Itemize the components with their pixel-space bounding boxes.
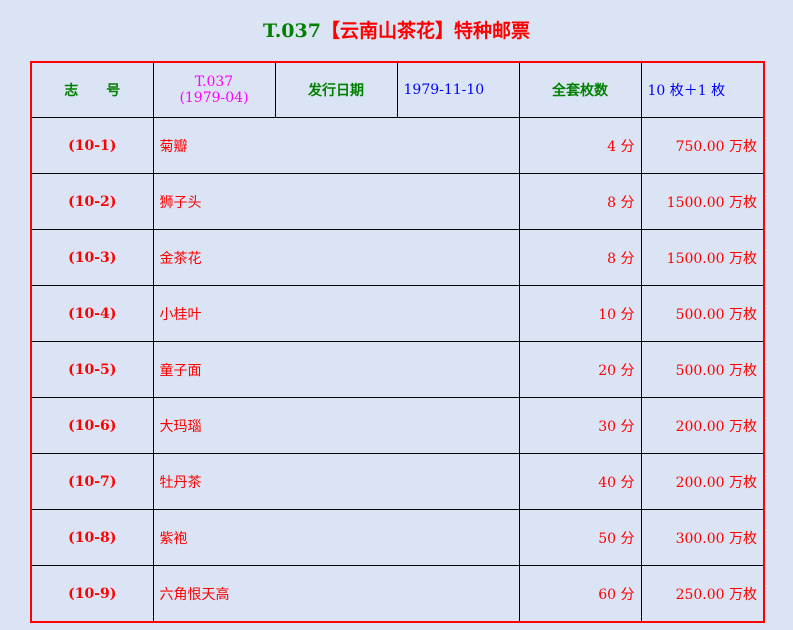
stamp-name: 牡丹茶	[152, 453, 520, 510]
stamp-no: (10-5)	[30, 341, 154, 398]
face-value: 8 分	[518, 229, 642, 286]
title-code: T.037	[263, 20, 321, 42]
stamp-name: 菊瓣	[152, 117, 520, 174]
stamp-table: 志 号 T.037 (1979-04) 发行日期 1979-11-10 全套枚数 …	[30, 61, 765, 623]
table-row: (10-8) 紫袍 50 分 300.00 万枚	[30, 509, 765, 566]
face-value: 4 分	[518, 117, 642, 174]
table-row: (10-6) 大玛瑙 30 分 200.00 万枚	[30, 397, 765, 454]
face-value: 50 分	[518, 509, 642, 566]
stamp-name: 狮子头	[152, 173, 520, 230]
issue-quantity: 250.00 万枚	[640, 565, 765, 623]
stamp-no: (10-2)	[30, 173, 154, 230]
stamp-name: 小桂叶	[152, 285, 520, 342]
issue-quantity: 750.00 万枚	[640, 117, 765, 174]
stamp-name: 紫袍	[152, 509, 520, 566]
issue-quantity: 1500.00 万枚	[640, 229, 765, 286]
stamp-no: (10-6)	[30, 397, 154, 454]
face-value: 8 分	[518, 173, 642, 230]
issue-quantity: 200.00 万枚	[640, 397, 765, 454]
issue-quantity: 1500.00 万枚	[640, 173, 765, 230]
label-date: 发行日期	[274, 61, 398, 118]
stamp-no: (10-4)	[30, 285, 154, 342]
table-row: (10-2) 狮子头 8 分 1500.00 万枚	[30, 173, 765, 230]
face-value: 40 分	[518, 453, 642, 510]
stamp-name: 六角恨天高	[152, 565, 520, 623]
label-no: 志 号	[30, 61, 154, 118]
set-count: 10 枚＋1 枚	[640, 61, 765, 118]
label-count: 全套枚数	[518, 61, 642, 118]
page-title: T.037【云南山茶花】特种邮票	[0, 16, 793, 43]
issue-date: 1979-11-10	[396, 61, 520, 118]
stamp-no: (10-9)	[30, 565, 154, 623]
stamp-no: (10-7)	[30, 453, 154, 510]
stamp-name: 大玛瑙	[152, 397, 520, 454]
table-row: (10-3) 金茶花 8 分 1500.00 万枚	[30, 229, 765, 286]
stamp-no: (10-3)	[30, 229, 154, 286]
face-value: 10 分	[518, 285, 642, 342]
stamp-no: (10-1)	[30, 117, 154, 174]
face-value: 30 分	[518, 397, 642, 454]
issue-quantity: 300.00 万枚	[640, 509, 765, 566]
code: T.037	[194, 74, 234, 90]
stamp-name: 金茶花	[152, 229, 520, 286]
table-row: (10-4) 小桂叶 10 分 500.00 万枚	[30, 285, 765, 342]
issue-quantity: 200.00 万枚	[640, 453, 765, 510]
table-row: (10-9) 六角恨天高 60 分 250.00 万枚	[30, 565, 765, 623]
table-row: (10-1) 菊瓣 4 分 750.00 万枚	[30, 117, 765, 174]
face-value: 20 分	[518, 341, 642, 398]
face-value: 60 分	[518, 565, 642, 623]
code-sub: (1979-04)	[179, 90, 249, 106]
header-row: 志 号 T.037 (1979-04) 发行日期 1979-11-10 全套枚数 …	[30, 61, 765, 118]
issue-quantity: 500.00 万枚	[640, 341, 765, 398]
table-row: (10-7) 牡丹茶 40 分 200.00 万枚	[30, 453, 765, 510]
title-name: 【云南山茶花】特种邮票	[320, 20, 530, 42]
table-row: (10-5) 童子面 20 分 500.00 万枚	[30, 341, 765, 398]
stamp-code: T.037 (1979-04)	[152, 61, 276, 118]
stamp-no: (10-8)	[30, 509, 154, 566]
issue-quantity: 500.00 万枚	[640, 285, 765, 342]
stamp-name: 童子面	[152, 341, 520, 398]
